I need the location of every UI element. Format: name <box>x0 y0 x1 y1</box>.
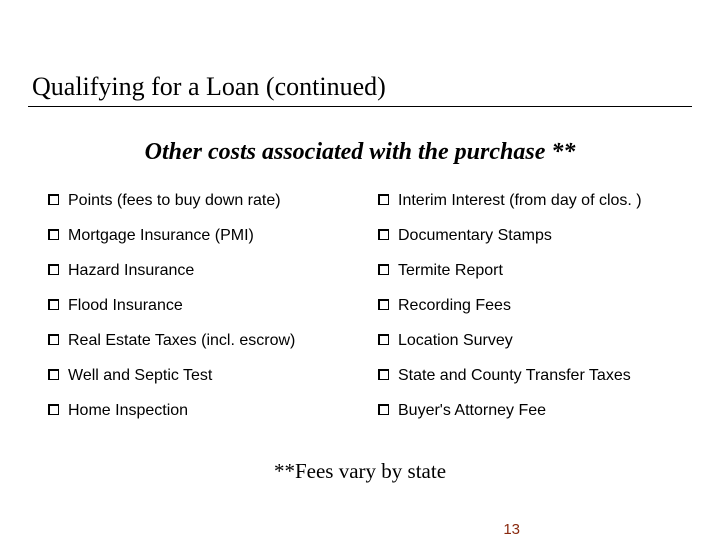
checkbox-icon <box>378 334 389 345</box>
list-item: State and County Transfer Taxes <box>378 367 672 385</box>
checkbox-icon <box>378 369 389 380</box>
item-text: Buyer's Attorney Fee <box>398 402 546 420</box>
slide-subtitle: Other costs associated with the purchase… <box>0 139 720 166</box>
list-item: Hazard Insurance <box>48 262 342 280</box>
item-text: Flood Insurance <box>68 297 183 315</box>
item-text: Location Survey <box>398 332 513 350</box>
title-underline <box>28 106 692 107</box>
item-text: Home Inspection <box>68 402 188 420</box>
checkbox-icon <box>378 229 389 240</box>
content-columns: Points (fees to buy down rate) Mortgage … <box>0 192 720 437</box>
checkbox-icon <box>48 404 59 415</box>
list-item: Recording Fees <box>378 297 672 315</box>
slide-title: Qualifying for a Loan (continued) <box>0 0 720 106</box>
checkbox-icon <box>378 404 389 415</box>
item-text: Mortgage Insurance (PMI) <box>68 227 254 245</box>
list-item: Well and Septic Test <box>48 367 342 385</box>
list-item: Buyer's Attorney Fee <box>378 402 672 420</box>
checkbox-icon <box>378 194 389 205</box>
list-item: Interim Interest (from day of clos. ) <box>378 192 672 210</box>
item-text: Real Estate Taxes (incl. escrow) <box>68 332 295 350</box>
list-item: Location Survey <box>378 332 672 350</box>
item-text: Hazard Insurance <box>68 262 194 280</box>
item-text: Termite Report <box>398 262 503 280</box>
item-text: Well and Septic Test <box>68 367 212 385</box>
item-text: Interim Interest (from day of clos. ) <box>398 192 642 210</box>
checkbox-icon <box>48 334 59 345</box>
list-item: Points (fees to buy down rate) <box>48 192 342 210</box>
checkbox-icon <box>48 194 59 205</box>
item-text: Points (fees to buy down rate) <box>68 192 281 210</box>
list-item: Termite Report <box>378 262 672 280</box>
item-text: State and County Transfer Taxes <box>398 367 631 385</box>
item-text: Recording Fees <box>398 297 511 315</box>
page-number: 13 <box>503 521 520 538</box>
footnote: **Fees vary by state <box>0 459 720 484</box>
list-item: Flood Insurance <box>48 297 342 315</box>
right-column: Interim Interest (from day of clos. ) Do… <box>350 192 672 437</box>
checkbox-icon <box>48 299 59 310</box>
list-item: Home Inspection <box>48 402 342 420</box>
checkbox-icon <box>48 369 59 380</box>
checkbox-icon <box>378 264 389 275</box>
list-item: Documentary Stamps <box>378 227 672 245</box>
checkbox-icon <box>48 229 59 240</box>
list-item: Mortgage Insurance (PMI) <box>48 227 342 245</box>
checkbox-icon <box>48 264 59 275</box>
list-item: Real Estate Taxes (incl. escrow) <box>48 332 342 350</box>
checkbox-icon <box>378 299 389 310</box>
left-column: Points (fees to buy down rate) Mortgage … <box>48 192 350 437</box>
item-text: Documentary Stamps <box>398 227 552 245</box>
